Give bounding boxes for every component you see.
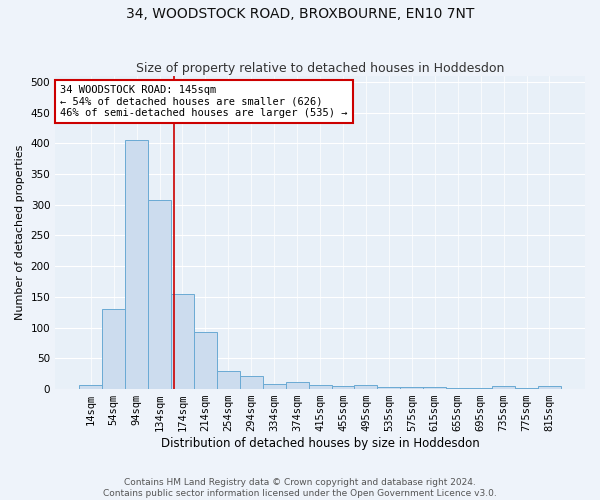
Bar	[171, 294, 194, 389]
Bar	[263, 384, 286, 389]
Bar	[79, 386, 102, 389]
Bar	[400, 387, 423, 389]
Text: Contains HM Land Registry data © Crown copyright and database right 2024.
Contai: Contains HM Land Registry data © Crown c…	[103, 478, 497, 498]
Bar	[538, 386, 561, 389]
Bar	[240, 376, 263, 389]
Bar	[469, 388, 492, 389]
Bar	[125, 140, 148, 389]
Bar	[423, 387, 446, 389]
X-axis label: Distribution of detached houses by size in Hoddesdon: Distribution of detached houses by size …	[161, 437, 479, 450]
Bar	[102, 309, 125, 389]
Bar	[492, 386, 515, 389]
Bar	[446, 388, 469, 389]
Bar	[148, 200, 171, 389]
Bar	[286, 382, 308, 389]
Bar	[515, 388, 538, 389]
Bar	[217, 370, 240, 389]
Y-axis label: Number of detached properties: Number of detached properties	[15, 144, 25, 320]
Bar	[194, 332, 217, 389]
Text: 34 WOODSTOCK ROAD: 145sqm
← 54% of detached houses are smaller (626)
46% of semi: 34 WOODSTOCK ROAD: 145sqm ← 54% of detac…	[61, 85, 348, 118]
Bar	[332, 386, 355, 389]
Bar	[308, 386, 332, 389]
Text: 34, WOODSTOCK ROAD, BROXBOURNE, EN10 7NT: 34, WOODSTOCK ROAD, BROXBOURNE, EN10 7NT	[126, 8, 474, 22]
Bar	[377, 386, 400, 389]
Bar	[355, 385, 377, 389]
Title: Size of property relative to detached houses in Hoddesdon: Size of property relative to detached ho…	[136, 62, 504, 74]
